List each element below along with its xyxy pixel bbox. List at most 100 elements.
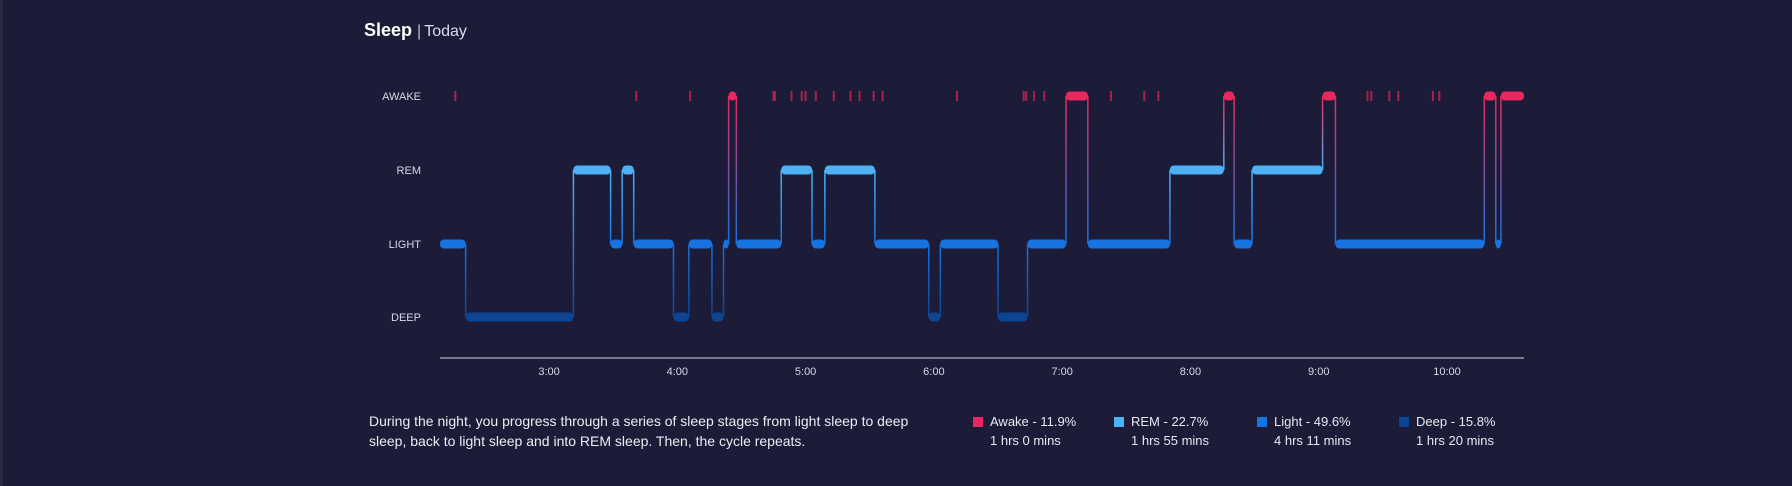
stage-segment-awake: [1500, 91, 1524, 101]
stage-segment-rem: [1252, 165, 1323, 175]
x-tick-label: 3:00: [538, 366, 559, 378]
stage-transition: [997, 244, 999, 317]
brief-awake-mark: [858, 91, 861, 101]
brief-awake-mark: [1022, 91, 1025, 101]
stage-segment-light: [1087, 239, 1170, 249]
stage-transition: [874, 170, 876, 244]
brief-awake-mark: [881, 91, 884, 101]
brief-awake-mark: [1438, 91, 1441, 101]
stage-segment-deep: [928, 312, 941, 322]
stage-transition: [722, 244, 725, 317]
light-legend-label: Light - 49.6%: [1274, 414, 1351, 429]
x-tick-label: 9:00: [1308, 366, 1329, 378]
brief-awake-mark: [814, 91, 817, 101]
stage-segment-awake: [1484, 91, 1496, 101]
x-tick-label: 6:00: [923, 366, 944, 378]
brief-awake-mark: [1366, 91, 1369, 101]
brief-awake-mark: [1431, 91, 1434, 101]
brief-awake-mark: [800, 91, 803, 101]
x-tick-label: 4:00: [667, 366, 688, 378]
stage-segment-rem: [824, 165, 875, 175]
x-tick-label: 8:00: [1180, 366, 1201, 378]
stage-transition: [1495, 96, 1497, 244]
x-tick-label: 10:00: [1433, 366, 1461, 378]
stage-transition: [939, 244, 942, 317]
title-separator: |: [417, 23, 422, 40]
stage-segment-rem: [622, 165, 634, 175]
stage-transition: [672, 244, 675, 317]
brief-awake-mark: [1109, 91, 1112, 101]
stage-segment-awake: [728, 91, 737, 101]
brief-awake-mark: [773, 91, 776, 101]
stage-transition: [824, 170, 826, 244]
stage-segment-light: [1335, 239, 1485, 249]
stage-transition: [632, 170, 635, 244]
stage-transition: [928, 244, 930, 317]
brief-awake-mark: [1032, 91, 1035, 101]
deep-legend-label: Deep - 15.8%: [1416, 414, 1496, 429]
brief-awake-mark: [872, 91, 875, 101]
awake-swatch: [973, 417, 983, 427]
brief-awake-mark: [454, 91, 457, 101]
stage-transition: [621, 170, 623, 244]
stage-segment-rem: [781, 165, 813, 175]
deep-duration: 1 hrs 20 mins: [1416, 433, 1495, 448]
brief-awake-mark: [1388, 91, 1391, 101]
page-subtitle: Today: [424, 23, 467, 40]
x-tick-label: 7:00: [1051, 366, 1072, 378]
window-edge: [0, 0, 3, 486]
stage-segment-light: [940, 239, 999, 249]
stage-transition: [1087, 96, 1089, 244]
stage-transition: [727, 96, 730, 244]
stage-segment-light: [610, 239, 623, 249]
stage-segment-light: [874, 239, 929, 249]
brief-awake-mark: [804, 91, 807, 101]
stage-transition: [711, 244, 713, 317]
y-label-deep: DEEP: [391, 312, 421, 324]
rem-duration: 1 hrs 55 mins: [1131, 433, 1210, 448]
stage-transition: [1233, 96, 1235, 244]
sleep-legend: Awake - 11.9% 1 hrs 0 mins REM - 22.7% 1…: [0, 412, 1792, 452]
stage-transition: [811, 170, 813, 244]
stage-segment-light: [1495, 239, 1501, 249]
awake-duration: 1 hrs 0 mins: [990, 433, 1061, 448]
sleep-stage-chart: AWAKE REM LIGHT DEEP 3:00 4:00 5:00 6:00 7:00 8:0…: [382, 91, 1524, 378]
awake-legend-label: Awake - 11.9%: [990, 414, 1077, 429]
stage-segment-deep: [673, 312, 689, 322]
brief-awake-mark: [790, 91, 793, 101]
stage-transition: [572, 170, 575, 317]
stage-segment-deep: [711, 312, 724, 322]
brief-awake-mark: [1370, 91, 1373, 101]
stage-segment-light: [633, 239, 674, 249]
stage-segment-awake: [1223, 91, 1235, 101]
stage-segment-light: [1027, 239, 1067, 249]
brief-awake-mark: [1043, 91, 1046, 101]
stage-transition: [1223, 96, 1225, 170]
stage-segment-deep: [998, 312, 1028, 322]
stage-segment-light: [440, 239, 466, 249]
y-label-light: LIGHT: [389, 239, 422, 251]
stage-transition: [1026, 244, 1029, 317]
brief-awake-mark: [1397, 91, 1400, 101]
brief-awake-mark: [689, 91, 692, 101]
deep-swatch: [1399, 417, 1409, 427]
chart-header: Sleep | Today: [364, 18, 467, 44]
rem-swatch: [1114, 417, 1124, 427]
light-swatch: [1257, 417, 1267, 427]
stage-transition: [1321, 96, 1324, 170]
stage-segment-light: [688, 239, 712, 249]
stage-transition: [688, 244, 690, 317]
stage-transition: [780, 170, 782, 244]
y-label-rem: REM: [397, 165, 421, 177]
light-duration: 4 hrs 11 mins: [1274, 433, 1352, 448]
stage-segment-light: [1234, 239, 1253, 249]
stage-transition: [464, 244, 467, 317]
stage-segment-awake: [1066, 91, 1088, 101]
stage-transition: [735, 96, 738, 244]
stage-segment-deep: [465, 312, 574, 322]
y-label-awake: AWAKE: [382, 91, 421, 103]
stage-transition: [1251, 170, 1253, 244]
stage-transition: [1483, 96, 1485, 244]
brief-awake-mark: [1157, 91, 1160, 101]
